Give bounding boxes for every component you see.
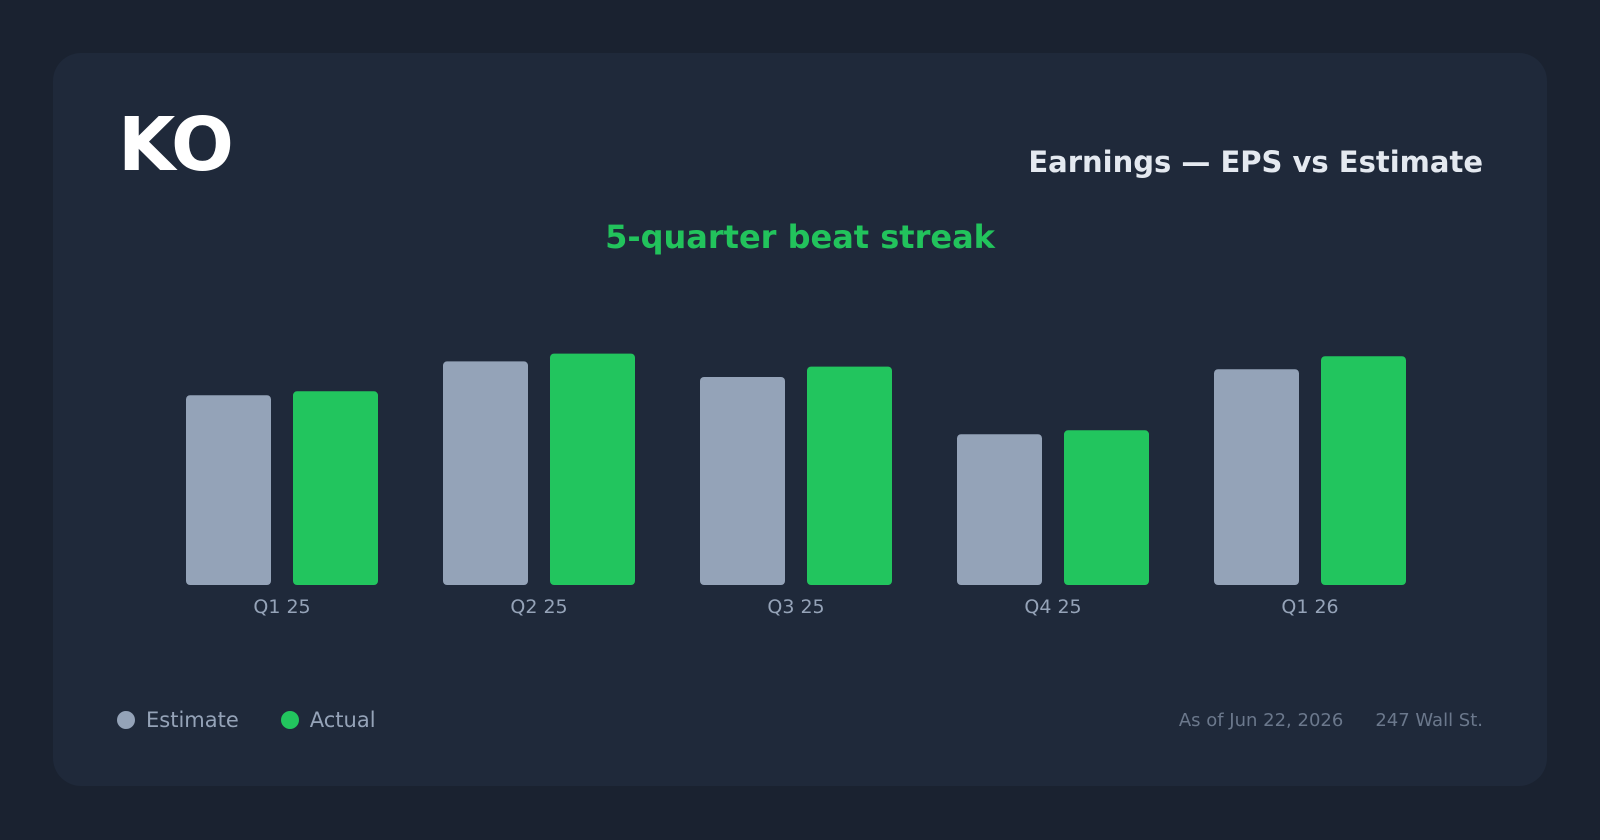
legend: Estimate Actual: [117, 708, 418, 732]
estimate-swatch-icon: [117, 711, 135, 729]
bar-actual-1: [293, 391, 378, 585]
chart-card: KO Earnings — EPS vs Estimate 5-quarter …: [53, 53, 1547, 786]
bar-estimate-2: [443, 361, 528, 585]
x-tick-label: Q4 25: [1024, 596, 1081, 618]
x-tick-label: Q3 25: [767, 596, 824, 618]
bar-estimate-3: [700, 377, 785, 585]
source-label: 247 Wall St.: [1375, 710, 1483, 731]
bar-estimate-5: [1214, 369, 1299, 585]
actual-swatch-icon: [280, 711, 299, 729]
legend-label-estimate: Estimate: [146, 708, 239, 732]
bar-actual-4: [1064, 430, 1149, 585]
chart-title: Earnings — EPS vs Estimate: [1028, 145, 1483, 179]
footer: As of Jun 22, 2026 247 Wall St.: [1179, 710, 1483, 731]
x-tick-label: Q1 25: [253, 596, 310, 618]
x-tick-label: Q2 25: [510, 596, 567, 618]
bar-chart: Q1 25 Q2 25 Q3 25 Q4 25 Q1 26: [186, 353, 1406, 618]
ticker-symbol: KO: [118, 102, 234, 188]
legend-item-estimate: Estimate: [117, 708, 239, 732]
bar-actual-3: [807, 366, 892, 585]
bar-estimate-1: [186, 395, 271, 585]
bar-actual-5: [1321, 356, 1406, 585]
as-of-date: As of Jun 22, 2026: [1178, 710, 1344, 731]
legend-label-actual: Actual: [309, 708, 376, 732]
bar-actual-2: [550, 353, 635, 585]
beat-streak-subtitle: 5-quarter beat streak: [605, 218, 995, 256]
legend-item-actual: Actual: [280, 708, 376, 732]
bar-estimate-4: [957, 434, 1042, 585]
x-tick-label: Q1 26: [1281, 596, 1338, 618]
